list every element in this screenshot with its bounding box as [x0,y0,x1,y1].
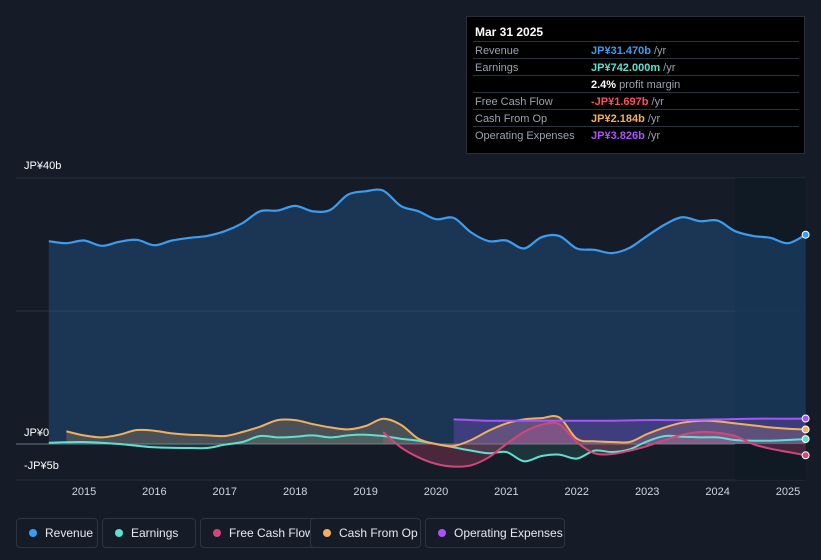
chart-end-markers [801,230,810,460]
legend-dot [438,529,446,537]
tooltip-label: Revenue [475,45,520,57]
free-cash-flow-line [382,421,806,468]
y-axis-label-zero: JP¥0 [24,427,50,439]
cash-from-op-line [66,415,806,448]
x-tick-label: 2018 [283,486,307,498]
x-tick-label: 2021 [494,486,518,498]
tooltip-value: JP¥2.184b /yr [591,113,661,125]
legend-item-earnings[interactable]: Earnings [102,518,196,548]
tooltip-label: Cash From Op [475,113,548,125]
x-tick-label: 2019 [353,486,377,498]
tooltip-row-operating-expenses: Operating Expenses JP¥3.826b /yr [473,126,799,144]
operating-expenses-line [453,417,806,422]
tooltip-date: Mar 31 2025 [475,25,544,39]
legend-dot [29,529,37,537]
tooltip-label: Operating Expenses [475,130,575,142]
earnings-end-dot [801,435,810,444]
earnings-line [48,433,806,463]
legend-label: Free Cash Flow [229,526,314,540]
tooltip-value: -JP¥1.697b /yr [591,96,664,108]
tooltip-value: JP¥31.470b /yr [591,45,667,57]
revenue-end-dot [801,230,810,239]
revenue-area [48,189,806,444]
revenue-line [48,188,807,255]
legend-label: Cash From Op [339,526,418,540]
tooltip-value: 2.4% profit margin [591,79,681,91]
free-cash-flow-area [383,422,806,467]
tooltip-label: Free Cash Flow [475,96,553,108]
operating-expenses-end-dot [801,414,810,423]
x-tick-label: 2015 [72,486,96,498]
data-tooltip: Mar 31 2025 Revenue JP¥31.470b /yr Earni… [466,16,805,154]
chart: 2015 2016 2017 2018 2019 2020 2021 2022 2023 2024… [16,177,810,498]
tooltip-row-free-cash-flow: Free Cash Flow -JP¥1.697b /yr [473,92,799,110]
free-cash-flow-end-dot [801,451,810,460]
tooltip-row-profit-margin: 2.4% profit margin [473,75,799,93]
legend-label: Earnings [131,526,179,540]
tooltip-label: Earnings [475,62,519,74]
tooltip-value: JP¥742.000m /yr [591,62,676,74]
legend-item-cash-from-op[interactable]: Cash From Op [310,518,421,548]
x-tick-label: 2025 [776,486,800,498]
cash-from-op-end-dot [801,425,810,434]
x-tick-label: 2023 [635,486,659,498]
x-tick-label: 2020 [424,486,448,498]
legend-dot [323,529,331,537]
legend-label: Revenue [45,526,94,540]
x-tick-label: 2016 [142,486,166,498]
legend-label: Operating Expenses [454,526,563,540]
y-axis-label-top: JP¥40b [24,160,62,172]
y-axis-label-bottom: -JP¥5b [24,460,59,472]
tooltip-row-revenue: Revenue JP¥31.470b /yr [473,41,799,59]
legend-dot [115,529,123,537]
tooltip-row-cash-from-op: Cash From Op JP¥2.184b /yr [473,109,799,127]
legend-item-revenue[interactable]: Revenue [16,518,98,548]
legend-dot [213,529,221,537]
tooltip-row-earnings: Earnings JP¥742.000m /yr [473,58,799,76]
tooltip-value: JP¥3.826b /yr [591,130,661,142]
chart-areas [48,189,806,467]
legend-item-free-cash-flow[interactable]: Free Cash Flow [200,518,320,548]
legend-item-operating-expenses[interactable]: Operating Expenses [425,518,565,548]
x-axis-ticks: 2015 2016 2017 2018 2019 2020 2021 2022 2023 2024… [72,486,800,498]
x-tick-label: 2024 [705,486,729,498]
chart-gridlines [16,177,805,481]
x-tick-label: 2022 [565,486,589,498]
x-tick-label: 2017 [213,486,237,498]
chart-lines [48,188,807,468]
